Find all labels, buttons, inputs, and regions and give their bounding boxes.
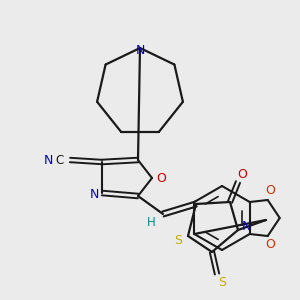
Text: C: C	[56, 154, 64, 166]
Text: N: N	[43, 154, 53, 166]
Text: N: N	[241, 220, 251, 233]
Text: O: O	[265, 238, 275, 251]
Text: N: N	[89, 188, 99, 200]
Text: H: H	[147, 217, 155, 230]
Text: S: S	[174, 235, 182, 248]
Text: O: O	[156, 172, 166, 184]
Text: O: O	[237, 167, 247, 181]
Text: N: N	[135, 44, 145, 56]
Text: S: S	[218, 277, 226, 290]
Text: O: O	[265, 184, 275, 197]
